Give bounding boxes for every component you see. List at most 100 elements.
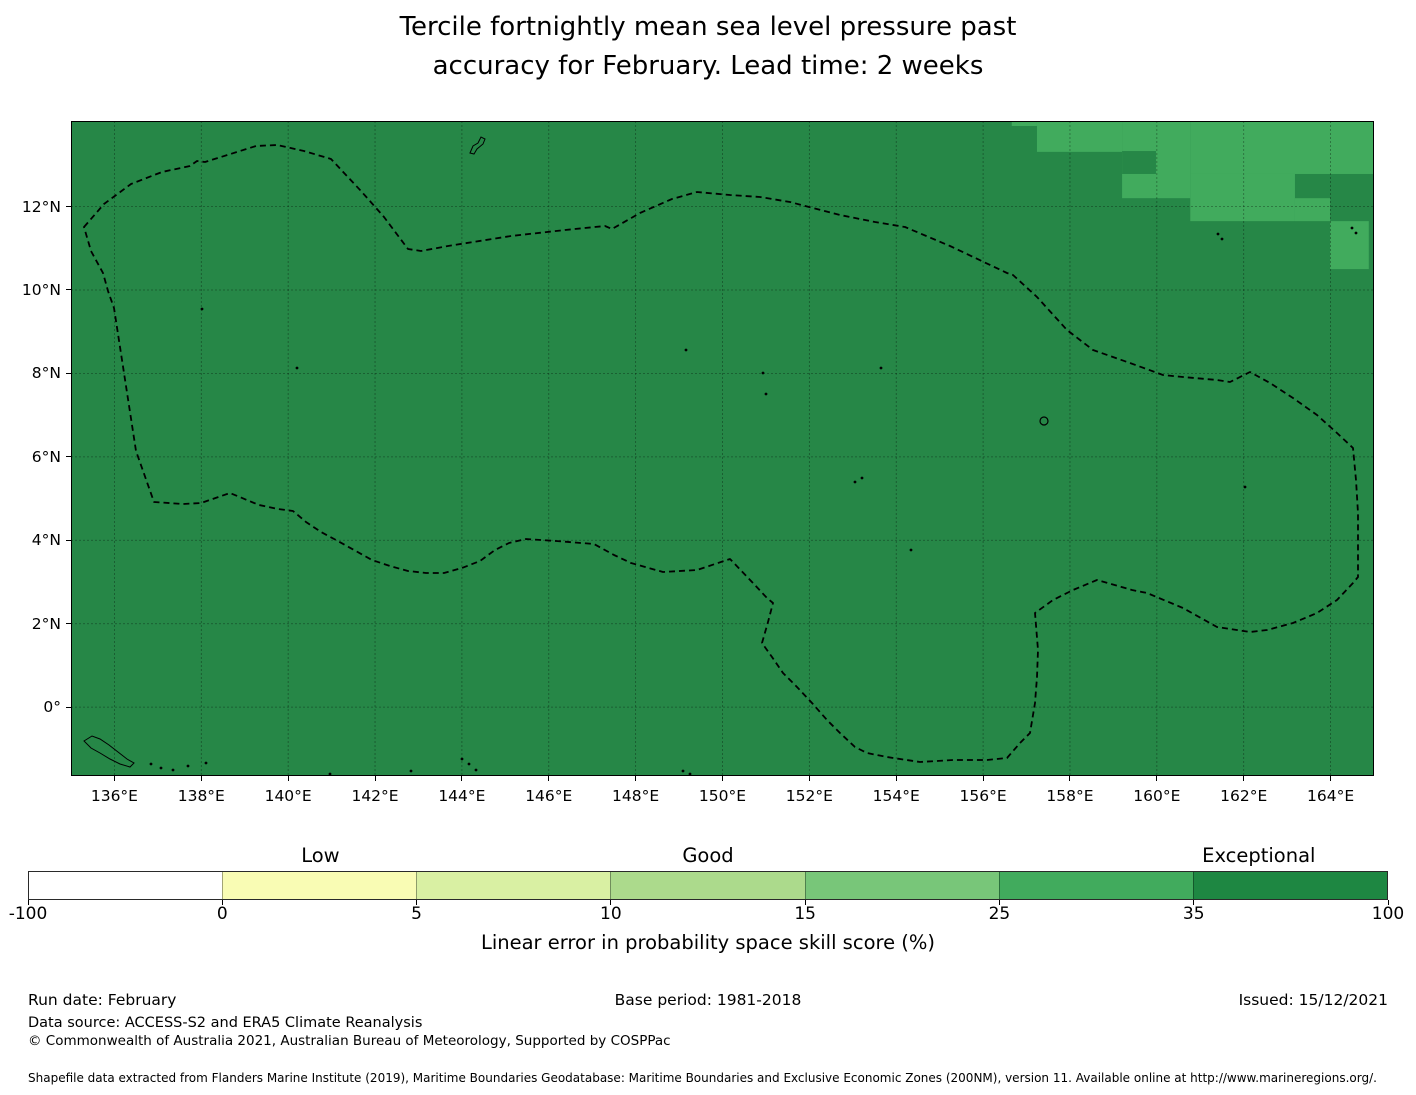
- colorbar-tick-mark: [1387, 900, 1389, 905]
- colorbar-segment-10-to-15: [610, 872, 805, 899]
- colorbar-tick-label: 5: [411, 904, 422, 924]
- x-tick-label: 162°E: [1220, 787, 1268, 805]
- island-dot: [1243, 485, 1247, 489]
- x-tick-mark: [1069, 776, 1071, 781]
- colorbar-tick-label: 0: [216, 904, 228, 924]
- y-tick-mark: [66, 372, 71, 374]
- island-dot: [853, 480, 857, 484]
- axes-frame: [71, 121, 1374, 776]
- shapefile-note-text: Shapefile data extracted from Flanders M…: [28, 1071, 1377, 1085]
- x-tick-label: 156°E: [959, 787, 1007, 805]
- island-dot: [1220, 237, 1224, 241]
- colorbar-category-good: Good: [682, 844, 734, 867]
- x-tick-label: 164°E: [1306, 787, 1355, 805]
- island-dot: [1216, 232, 1220, 236]
- y-tick-mark: [66, 623, 71, 625]
- run-date-text: Run date: February: [28, 991, 177, 1009]
- colorbar-segment-15-to-25: [804, 872, 999, 899]
- y-tick-label: 6°N: [31, 447, 61, 466]
- y-tick-label: 4°N: [31, 531, 61, 550]
- x-tick-mark: [808, 776, 810, 781]
- x-tick-mark: [982, 776, 984, 781]
- issued-date-text: Issued: 15/12/2021: [1238, 991, 1388, 1009]
- y-tick-label: 0°: [43, 698, 61, 717]
- skill-patch-25-35: [1190, 173, 1295, 222]
- skill-patch-25-35: [1294, 198, 1331, 222]
- x-tick-label: 150°E: [698, 787, 747, 805]
- y-tick-label: 8°N: [31, 364, 61, 383]
- title-line-2: accuracy for February. Lead time: 2 week…: [432, 51, 984, 81]
- colorbar-segment-35-to-100: [1192, 872, 1387, 899]
- island-dot: [186, 764, 190, 768]
- x-tick-label: 140°E: [264, 787, 312, 805]
- x-tick-label: 138°E: [177, 787, 225, 805]
- skill-patch-25-35: [1011, 121, 1037, 127]
- figure-title: Tercile fortnightly mean sea level press…: [0, 8, 1416, 86]
- island-dot: [909, 548, 913, 552]
- x-tick-label: 144°E: [438, 787, 486, 805]
- x-tick-mark: [548, 776, 550, 781]
- colorbar-tick-mark: [998, 900, 1000, 905]
- island-dot: [171, 768, 175, 772]
- y-tick-label: 10°N: [21, 280, 61, 299]
- island-dot: [467, 762, 471, 766]
- island-dot: [328, 772, 332, 776]
- x-tick-mark: [722, 776, 723, 781]
- colorbar-tick-mark: [27, 900, 29, 905]
- colorbar-category-exceptional: Exceptional: [1202, 844, 1316, 867]
- island-dot: [409, 769, 413, 773]
- y-tick-mark: [66, 206, 71, 208]
- map-canvas: [71, 121, 1374, 776]
- x-tick-label: 136°E: [90, 787, 138, 805]
- island-dot: [688, 772, 692, 776]
- data-source-text: Data source: ACCESS-S2 and ERA5 Climate …: [28, 1015, 423, 1031]
- guam-coastline: [469, 136, 486, 155]
- x-tick-mark: [895, 776, 897, 781]
- x-tick-mark: [1156, 776, 1158, 781]
- x-tick-mark: [374, 776, 376, 781]
- island-dot: [295, 366, 299, 370]
- skill-patch-25-35: [1036, 121, 1123, 152]
- island-dot: [1350, 226, 1354, 230]
- island-dot: [761, 371, 765, 375]
- y-tick-label: 12°N: [21, 197, 61, 216]
- colorbar-tick-label: 35: [1182, 904, 1205, 924]
- colorbar-tick-label: 25: [988, 904, 1011, 924]
- island-dot: [460, 757, 464, 761]
- y-tick-mark: [66, 289, 71, 291]
- colorbar-tick-label: 10: [600, 904, 622, 924]
- y-tick-mark: [66, 456, 71, 458]
- colorbar-tick-mark: [804, 900, 806, 905]
- skill-patch-25-35: [1330, 221, 1369, 270]
- colorbar-category-low: Low: [301, 844, 340, 867]
- colorbar-axis-label: Linear error in probability space skill …: [480, 931, 936, 954]
- x-tick-label: 142°E: [351, 787, 399, 805]
- colorbar-segment-0-to-5: [222, 872, 417, 899]
- title-line-1: Tercile fortnightly mean sea level press…: [399, 12, 1017, 42]
- x-tick-label: 148°E: [612, 787, 660, 805]
- solomons-coastline: [83, 735, 135, 768]
- colorbar-tick-mark: [416, 900, 418, 905]
- y-tick-mark: [66, 539, 71, 541]
- eez-boundary-line: [83, 144, 1359, 763]
- island-dot: [684, 348, 688, 352]
- x-tick-label: 152°E: [785, 787, 833, 805]
- x-tick-label: 160°E: [1133, 787, 1181, 805]
- island-dot: [474, 768, 478, 772]
- colorbar: [28, 871, 1388, 900]
- base-period-text: Base period: 1981-2018: [614, 991, 802, 1009]
- copyright-text: © Commonwealth of Australia 2021, Austra…: [28, 1033, 671, 1049]
- x-tick-label: 146°E: [525, 787, 573, 805]
- colorbar-tick-label: 15: [794, 904, 816, 924]
- pohnpei-coastline: [1039, 416, 1049, 426]
- skill-field-base: [71, 121, 1374, 776]
- colorbar-tick-mark: [221, 900, 223, 905]
- skill-patch-35-100: [1122, 151, 1156, 174]
- skill-patch-25-35: [1190, 121, 1374, 174]
- x-tick-label: 154°E: [872, 787, 920, 805]
- colorbar-tick-mark: [610, 900, 612, 905]
- x-tick-mark: [635, 776, 637, 781]
- x-tick-mark: [113, 776, 115, 781]
- x-tick-mark: [1243, 776, 1245, 781]
